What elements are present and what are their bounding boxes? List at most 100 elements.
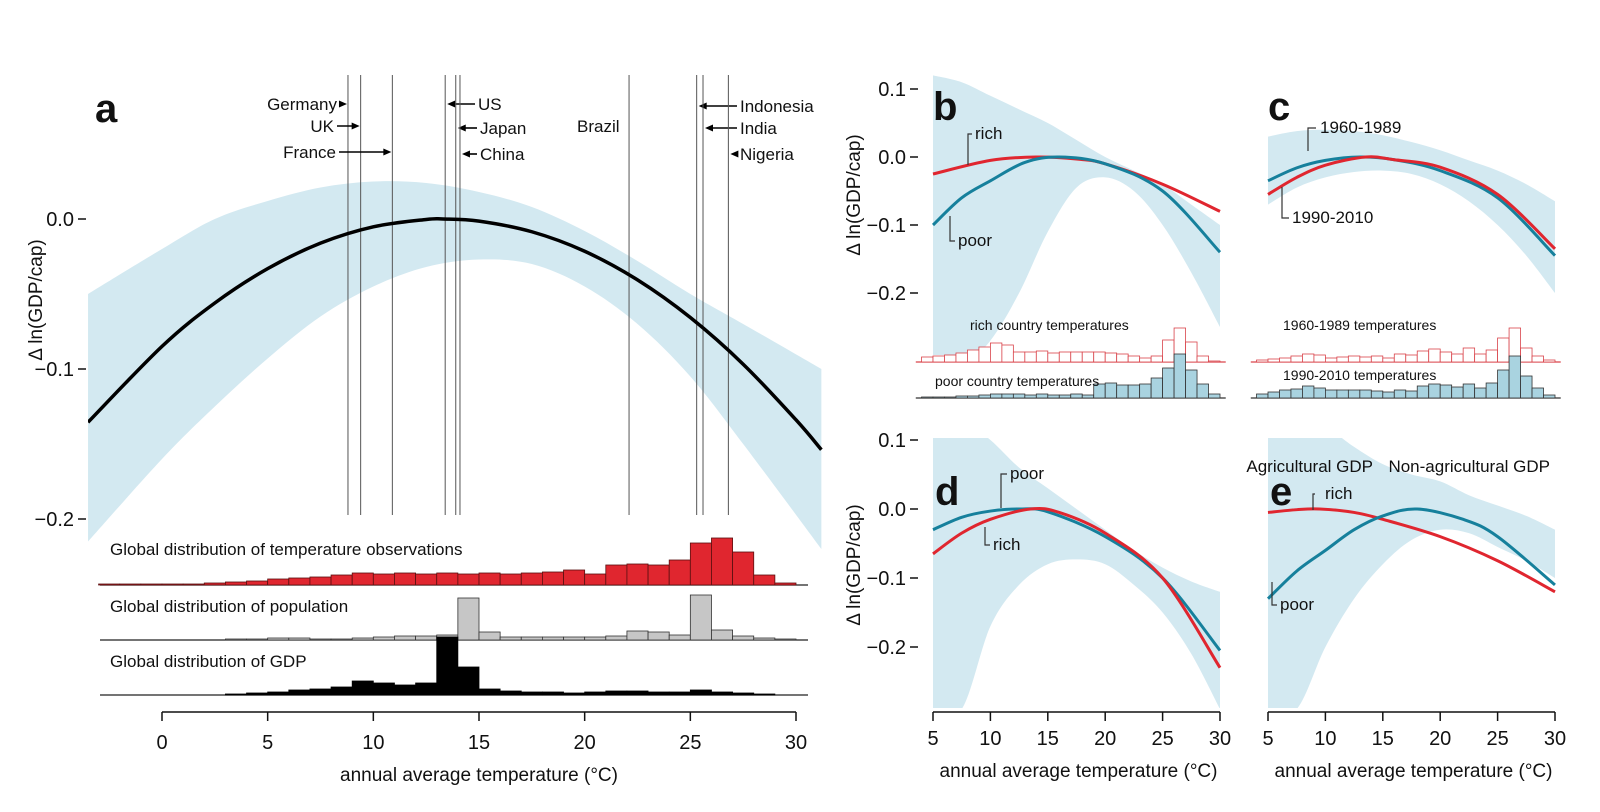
histogram-label-a: Global distribution of temperature obser… (110, 540, 462, 559)
series-label-e: poor (1280, 595, 1314, 614)
histogram-bar-b (1093, 351, 1106, 363)
histogram-bar-b (1196, 383, 1209, 399)
country-label-germany: Germany (267, 95, 337, 114)
arrowhead-icon (351, 122, 360, 130)
histogram-bar-c (1336, 356, 1349, 363)
histogram-bar-c (1508, 355, 1521, 399)
histogram-bar-a (267, 578, 290, 586)
histogram-bar-a (542, 571, 564, 586)
histogram-bar-c (1382, 357, 1395, 363)
histogram-bar-c (1485, 382, 1498, 399)
histogram-bar-a (711, 537, 734, 586)
histogram-bar-b (1070, 351, 1083, 363)
histogram-bar-a (372, 682, 395, 696)
histogram-label-b: poor country temperatures (935, 373, 1099, 389)
histogram-bar-a (140, 583, 163, 586)
histogram-bar-b (1024, 351, 1037, 363)
histogram-bar-b (1035, 393, 1049, 399)
histogram-bar-b (967, 395, 980, 399)
y-axis-title-d: Δ ln(GDP/cap) (844, 504, 865, 625)
country-label-uk: UK (310, 117, 334, 136)
x-axis-title-e: annual average temperature (°C) (1275, 761, 1553, 782)
series-label-e: rich (1325, 484, 1352, 503)
histogram-bar-c (1393, 389, 1407, 399)
histogram-bar-a (203, 582, 226, 586)
histogram-bar-a (732, 635, 755, 641)
histogram-bar-a (584, 636, 607, 641)
histogram-bar-a (267, 637, 290, 641)
histogram-bar-c (1267, 358, 1280, 363)
confidence-band-b (933, 75, 1220, 355)
y-axis-title-a: Δ ln(GDP/cap) (26, 239, 47, 360)
histogram-bar-a (394, 572, 417, 586)
histogram-bar-c (1313, 387, 1326, 399)
histogram-bar-c (1474, 353, 1487, 363)
histogram-bar-b (1024, 394, 1037, 399)
histogram-bar-a (711, 691, 734, 696)
y-tick-label-a: 0.0 (46, 209, 74, 231)
x-tick-label-d: 20 (1094, 728, 1116, 750)
histogram-label-c: 1960-1989 temperatures (1283, 317, 1436, 333)
histogram-bar-c (1302, 385, 1315, 399)
histogram-bar-b (1104, 382, 1118, 399)
histogram-bar-a (351, 680, 374, 696)
y-tick-label-a: −0.2 (35, 509, 74, 531)
leader-line (1271, 582, 1277, 606)
arrowhead-icon (338, 100, 347, 108)
y-axis-title-b: Δ ln(GDP/cap) (844, 134, 865, 255)
histogram-bar-a (330, 638, 353, 641)
histogram-bar-c (1256, 359, 1269, 363)
histogram-bar-b (990, 393, 1003, 399)
histogram-bar-b (1127, 384, 1141, 399)
histogram-bar-b (932, 355, 945, 363)
histogram-bar-a (689, 542, 712, 586)
histogram-bar-c (1256, 393, 1269, 399)
x-tick-label-a: 20 (574, 732, 596, 754)
series-label-b: rich (975, 124, 1002, 143)
histogram-bar-c (1520, 375, 1533, 399)
x-axis-title-a: annual average temperature (°C) (340, 765, 618, 786)
histogram-bar-a (774, 638, 797, 641)
x-tick-label-d: 5 (927, 728, 938, 750)
histogram-bar-c (1543, 359, 1556, 363)
confidence-band-a (88, 181, 822, 549)
y-tick-label-a: −0.1 (35, 359, 74, 381)
x-tick-label-a: 25 (679, 732, 701, 754)
histogram-bar-c (1451, 386, 1464, 399)
x-tick-label-a: 5 (262, 732, 273, 754)
histogram-bar-c (1462, 383, 1476, 399)
histogram-bar-a (457, 573, 480, 586)
histogram-bar-a (288, 689, 311, 696)
histogram-bar-a (689, 689, 712, 696)
histogram-bar-a (626, 690, 649, 696)
histogram-bar-b (1208, 360, 1221, 363)
histogram-bar-a (584, 691, 607, 696)
x-tick-label-e: 10 (1314, 728, 1336, 750)
histogram-bar-b (1058, 394, 1072, 399)
histogram-bar-c (1336, 389, 1349, 399)
x-tick-label-a: 30 (785, 732, 807, 754)
histogram-bar-c (1428, 383, 1441, 399)
histogram-bar-a (605, 635, 628, 641)
histogram-bar-a (98, 583, 121, 586)
histogram-bar-a (753, 574, 776, 586)
histogram-bar-b (1150, 377, 1163, 399)
x-tick-label-e: 20 (1429, 728, 1451, 750)
histogram-bar-a (563, 636, 586, 641)
histogram-bar-c (1520, 347, 1533, 363)
leader-line (949, 216, 955, 242)
histogram-bar-b (1001, 393, 1014, 399)
histogram-bar-b (955, 352, 968, 363)
histogram-bar-c (1485, 349, 1498, 363)
series-label-b: poor (958, 231, 992, 250)
country-label-indonesia: Indonesia (740, 97, 814, 116)
histogram-bar-c (1497, 369, 1510, 399)
histogram-bar-b (1012, 351, 1026, 363)
histograms (98, 327, 1561, 696)
histogram-bar-a (436, 572, 459, 586)
histogram-bar-b (1116, 384, 1129, 399)
series-line-c-1990-2010 (1267, 155, 1557, 250)
histogram-bar-b (1047, 394, 1060, 399)
country-label-brazil: Brazil (577, 117, 620, 136)
x-tick-label-e: 25 (1486, 728, 1508, 750)
